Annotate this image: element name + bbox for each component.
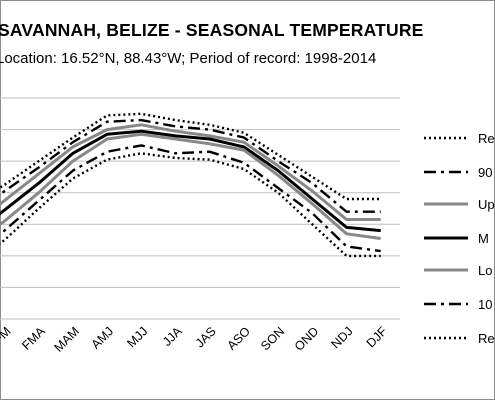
legend-label-p10: 10 — [478, 297, 492, 312]
x-tick-label: AMJ — [89, 324, 117, 352]
x-tick-label: JJA — [160, 324, 185, 349]
chart-title: SAVANNAH, BELIZE - SEASONAL TEMPERATURE — [0, 20, 424, 40]
x-tick-label: OND — [292, 324, 322, 354]
x-tick-label: SON — [258, 324, 287, 353]
x-tick-label: FMA — [19, 324, 48, 353]
series-line-record_high — [0, 112, 381, 201]
series-line-lower_range — [0, 132, 381, 240]
x-tick-label: JAS — [193, 324, 219, 350]
chart-subtitle: Location: 16.52°N, 88.43°W; Period of re… — [0, 50, 377, 67]
x-tick-label: MJJ — [124, 324, 150, 350]
series-line-record_low — [0, 152, 381, 258]
series-line-mean — [0, 129, 381, 233]
series-line-p10 — [0, 144, 381, 253]
x-tick-label: NDJ — [329, 324, 356, 351]
legend-label-record_low: Re — [478, 331, 495, 346]
legend-label-upper_range: Up — [478, 197, 495, 212]
x-tick-label: DJF — [364, 324, 390, 350]
x-tick-label: JFM — [0, 324, 14, 351]
series-line-p90 — [0, 118, 381, 213]
x-tick-label: ASO — [224, 324, 253, 353]
legend-label-record_high: Re — [478, 131, 495, 146]
x-tick-label: MAM — [51, 324, 82, 355]
legend-label-mean: M — [478, 231, 489, 246]
legend-label-lower_range: Lo — [478, 263, 492, 278]
legend-label-p90: 90 — [478, 165, 492, 180]
series-line-upper_range — [0, 123, 381, 221]
